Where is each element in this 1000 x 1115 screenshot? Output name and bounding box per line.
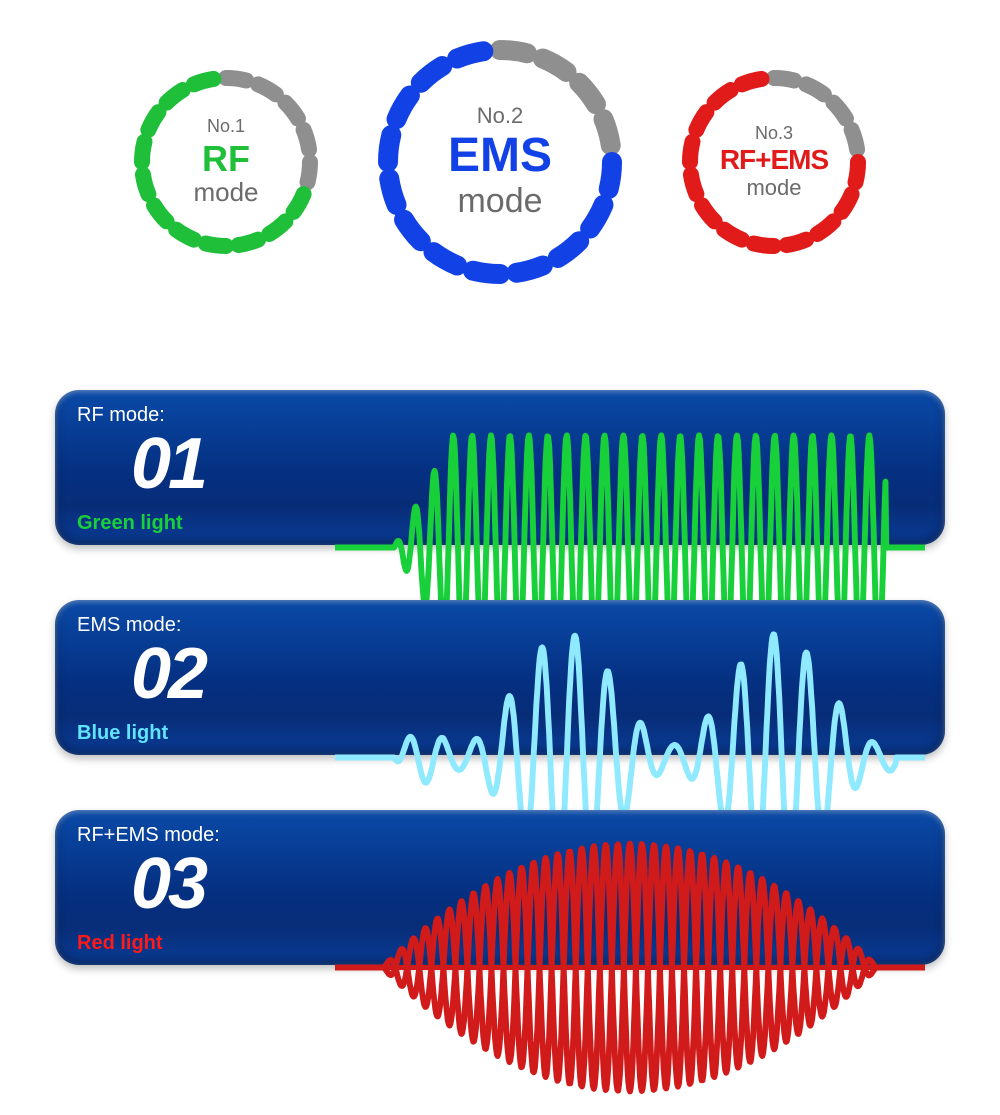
badge-rf-no: No.1	[207, 117, 245, 137]
bar-ems-light: Blue light	[77, 722, 168, 745]
bar-rf-light: Green light	[77, 512, 183, 535]
badge-rf-title: RF	[202, 139, 250, 179]
mode-badges-row: No.1 RF mode No.2 EMS mode No.3 RF+EMS m…	[0, 40, 1000, 284]
bar-rf: RF mode: 01 Green light	[55, 390, 945, 545]
badge-rf: No.1 RF mode	[134, 70, 318, 254]
badge-rfems-sub: mode	[746, 176, 801, 200]
badge-rf-sub: mode	[193, 178, 258, 207]
badge-rfems-no: No.3	[755, 124, 793, 144]
badge-ems-sub: mode	[457, 183, 542, 220]
badge-rfems: No.3 RF+EMS mode	[682, 70, 866, 254]
bar-rfems-num: 03	[131, 848, 205, 920]
bar-rfems-light: Red light	[77, 932, 163, 955]
mode-bars: RF mode: 01 Green light EMS mode: 02 Blu…	[55, 390, 945, 965]
bar-rfems: RF+EMS mode: 03 Red light	[55, 810, 945, 965]
bar-ems: EMS mode: 02 Blue light	[55, 600, 945, 755]
badge-ems-no: No.2	[477, 104, 523, 128]
badge-rfems-title: RF+EMS	[720, 145, 828, 176]
bar-rf-num: 01	[131, 428, 205, 500]
bar-rfems-wave	[335, 820, 925, 1115]
bar-ems-num: 02	[131, 638, 205, 710]
badge-ems-title: EMS	[448, 130, 552, 183]
badge-ems: No.2 EMS mode	[378, 40, 622, 284]
